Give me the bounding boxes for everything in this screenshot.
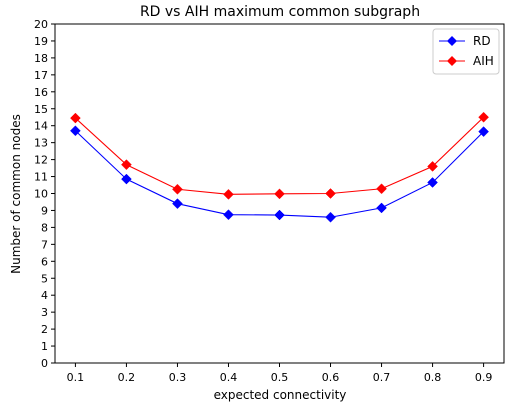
legend: RD AIH	[432, 28, 500, 75]
y-tick-label: 8	[41, 221, 48, 234]
y-tick-label: 6	[41, 255, 48, 268]
data-point-aih	[427, 161, 438, 172]
legend-marker-rd	[447, 36, 457, 46]
x-tick-label: 0.1	[67, 371, 85, 384]
y-tick-label: 10	[34, 188, 48, 201]
series-line-rd	[75, 130, 484, 218]
data-point-rd	[172, 198, 183, 210]
x-axis: 0.1 0.2 0.3 0.4 0.5 0.6 0.7 0.8 0.9	[67, 363, 493, 384]
y-tick-label: 5	[41, 272, 48, 285]
x-tick-label: 0.9	[475, 371, 493, 384]
y-tick-label: 18	[34, 52, 48, 65]
y-tick-label: 4	[41, 289, 48, 302]
series-line-aih	[75, 116, 484, 195]
y-tick-label: 19	[34, 35, 48, 48]
data-point-rd	[274, 209, 285, 221]
data-point-rd	[376, 202, 387, 214]
data-point-aih	[172, 183, 183, 195]
data-point-rd	[121, 173, 132, 185]
y-tick-label: 11	[34, 171, 48, 184]
data-point-aih	[274, 188, 285, 200]
legend-label-aih: AIH	[473, 54, 494, 68]
y-tick-label: 14	[34, 120, 48, 133]
y-tick-label: 15	[34, 103, 48, 116]
data-point-rd	[70, 125, 81, 137]
y-tick-label: 13	[34, 137, 48, 150]
y-tick-label: 9	[41, 204, 48, 217]
data-point-aih	[376, 183, 387, 195]
legend-marker-aih	[447, 56, 457, 66]
y-tick-label: 16	[34, 86, 48, 99]
chart-title: RD vs AIH maximum common subgraph	[140, 4, 420, 20]
y-tick-label: 2	[41, 323, 48, 336]
x-tick-label: 0.5	[271, 371, 289, 384]
x-tick-label: 0.8	[424, 371, 442, 384]
x-axis-label: expected connectivity	[214, 388, 347, 402]
x-tick-label: 0.3	[169, 371, 187, 384]
data-point-aih	[121, 159, 132, 171]
series-layer	[70, 111, 489, 223]
y-tick-label: 1	[41, 340, 48, 353]
y-tick-label: 0	[41, 357, 48, 370]
y-tick-label: 3	[41, 306, 48, 319]
data-point-aih	[478, 111, 489, 123]
y-tick-label: 7	[41, 238, 48, 251]
y-tick-label: 20	[34, 18, 48, 31]
data-point-rd	[325, 211, 336, 223]
data-point-aih	[223, 188, 234, 200]
data-point-rd	[223, 209, 234, 221]
x-tick-label: 0.4	[220, 371, 238, 384]
x-tick-label: 0.6	[322, 371, 340, 384]
y-axis-label: Number of common nodes	[9, 114, 23, 274]
x-tick-label: 0.2	[118, 371, 136, 384]
y-tick-label: 12	[34, 154, 48, 167]
data-point-aih	[325, 188, 336, 199]
x-tick-label: 0.7	[373, 371, 391, 384]
legend-label-rd: RD	[473, 34, 491, 48]
data-point-rd	[427, 177, 438, 188]
data-point-aih	[70, 112, 81, 124]
y-tick-label: 17	[34, 69, 48, 82]
data-point-rd	[478, 126, 489, 137]
